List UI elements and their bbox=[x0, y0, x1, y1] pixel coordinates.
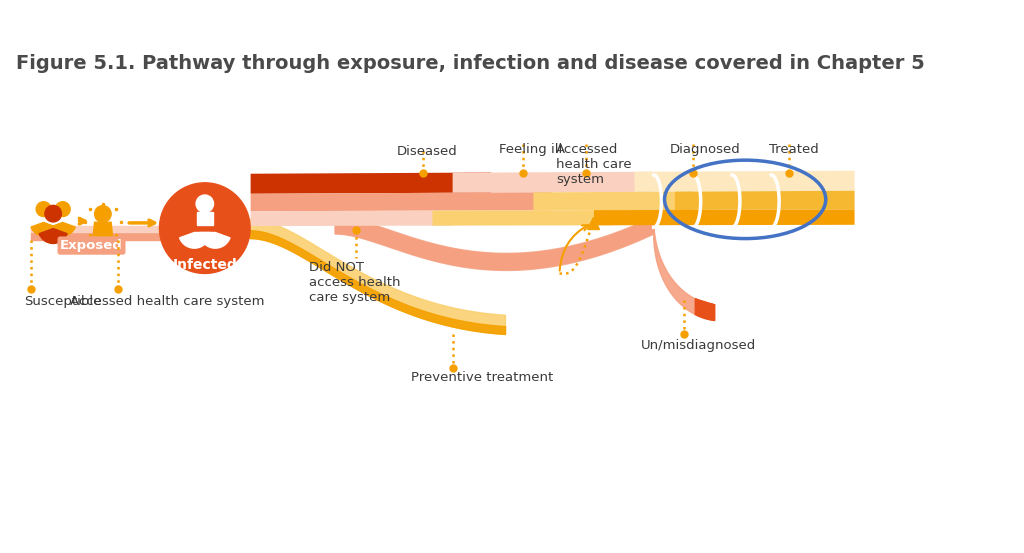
Text: Infected: Infected bbox=[172, 258, 238, 272]
Polygon shape bbox=[336, 218, 653, 270]
Circle shape bbox=[55, 202, 71, 217]
Text: Un/misdiagnosed: Un/misdiagnosed bbox=[641, 339, 756, 352]
Wedge shape bbox=[179, 232, 210, 248]
Polygon shape bbox=[695, 299, 715, 321]
Text: Preventive treatment: Preventive treatment bbox=[412, 371, 554, 384]
Circle shape bbox=[196, 195, 214, 212]
Text: Accessed health care system: Accessed health care system bbox=[70, 295, 264, 308]
Wedge shape bbox=[39, 228, 68, 243]
Text: Figure 5.1. Pathway through exposure, infection and disease covered in Chapter 5: Figure 5.1. Pathway through exposure, in… bbox=[15, 54, 925, 73]
Polygon shape bbox=[653, 218, 715, 321]
Polygon shape bbox=[93, 222, 113, 239]
Circle shape bbox=[36, 202, 51, 217]
Circle shape bbox=[160, 183, 250, 273]
Polygon shape bbox=[104, 239, 113, 251]
Circle shape bbox=[94, 206, 112, 222]
Text: Exposed: Exposed bbox=[60, 239, 123, 252]
Text: Diseased: Diseased bbox=[396, 145, 458, 158]
Wedge shape bbox=[50, 222, 76, 236]
Text: Susceptible: Susceptible bbox=[25, 295, 101, 308]
Polygon shape bbox=[250, 220, 506, 335]
Text: Feeling ill: Feeling ill bbox=[499, 143, 562, 156]
Circle shape bbox=[45, 205, 61, 222]
Text: Treated: Treated bbox=[769, 143, 818, 156]
Text: Diagnosed: Diagnosed bbox=[670, 143, 740, 156]
Polygon shape bbox=[695, 299, 715, 305]
Text: Accessed
health care
system: Accessed health care system bbox=[556, 143, 632, 186]
Polygon shape bbox=[93, 239, 101, 251]
Wedge shape bbox=[200, 232, 230, 248]
Text: Did NOT
access health
care system: Did NOT access health care system bbox=[309, 261, 400, 304]
Polygon shape bbox=[250, 231, 506, 335]
Polygon shape bbox=[197, 212, 213, 225]
Wedge shape bbox=[31, 222, 56, 236]
